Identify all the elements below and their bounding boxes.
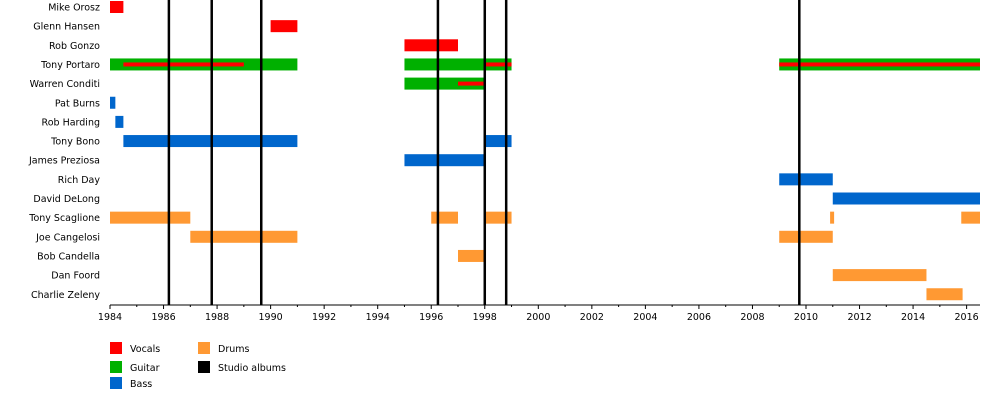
legend-label-studio-albums: Studio albums	[218, 363, 286, 374]
x-tick-label-1988: 1988	[205, 312, 229, 323]
bar-tony-scaglione-drums	[431, 211, 458, 224]
legend-swatch-drums	[198, 342, 210, 354]
bar-warren-conditi-vocals-overlay	[458, 81, 485, 86]
bar-rob-gonzo-vocals	[404, 39, 458, 52]
legend-swatch-guitar	[110, 361, 122, 373]
bar-tony-scaglione-drums	[830, 211, 835, 224]
legend-swatch-studio-albums	[198, 361, 210, 373]
bar-tony-portaro-guitar	[404, 58, 512, 71]
member-label-dan-foord: Dan Foord	[51, 271, 100, 282]
legend-label-bass: Bass	[130, 379, 152, 390]
member-label-bob-candella: Bob Candella	[37, 251, 100, 262]
legend-swatch-vocals	[110, 342, 122, 354]
bar-rob-harding-bass	[115, 115, 124, 128]
x-tick-label-2010: 2010	[794, 312, 818, 323]
member-bars	[110, 1, 980, 301]
legend: Vocals Guitar Bass Drums Studio albums	[110, 342, 286, 390]
x-tick-label-1998: 1998	[473, 312, 497, 323]
member-label-james-preziosa: James Preziosa	[28, 156, 100, 167]
member-label-tony-scaglione: Tony Scaglione	[28, 213, 100, 224]
x-tick-label-2016: 2016	[955, 312, 979, 323]
member-label-rich-day: Rich Day	[58, 175, 101, 186]
bar-mike-orosz-vocals	[110, 1, 124, 13]
member-label-tony-bono: Tony Bono	[50, 137, 100, 148]
bar-tony-portaro-vocals-overlay	[123, 62, 244, 67]
bar-tony-portaro-vocals-overlay	[779, 62, 980, 67]
legend-label-guitar: Guitar	[130, 363, 160, 374]
member-labels: Mike Orosz Glenn Hansen Rob Gonzo Tony Port…	[28, 3, 100, 301]
x-tick-label-1984: 1984	[98, 312, 122, 323]
x-tick-label-2006: 2006	[687, 312, 711, 323]
member-label-mike-orosz: Mike Orosz	[48, 3, 100, 14]
member-label-pat-burns: Pat Burns	[55, 98, 100, 109]
x-tick-label-1994: 1994	[366, 312, 390, 323]
x-tick-label-2002: 2002	[580, 312, 604, 323]
legend-label-vocals: Vocals	[130, 344, 160, 355]
x-tick-label-2014: 2014	[901, 312, 925, 323]
x-tick-label-1990: 1990	[259, 312, 283, 323]
bar-bob-candella-drums	[458, 249, 485, 262]
bar-rich-day-bass	[779, 173, 833, 186]
x-tick-label-1996: 1996	[419, 312, 443, 323]
x-tick-label-1986: 1986	[151, 312, 175, 323]
x-tick-label-1992: 1992	[312, 312, 336, 323]
member-label-rob-harding: Rob Harding	[42, 117, 100, 128]
bar-tony-portaro-vocals-overlay	[484, 62, 512, 67]
member-label-tony-portaro: Tony Portaro	[40, 60, 100, 71]
bar-pat-burns-bass	[110, 96, 116, 109]
legend-label-drums: Drums	[218, 344, 249, 355]
member-label-joe-cangelosi: Joe Cangelosi	[35, 232, 100, 243]
member-label-glenn-hansen: Glenn Hansen	[33, 22, 100, 33]
bar-tony-bono-bass	[484, 135, 512, 148]
x-tick-label-2004: 2004	[633, 312, 657, 323]
studio-album-lines	[167, 0, 801, 305]
bar-glenn-hansen-vocals	[270, 20, 298, 33]
bar-james-preziosa-bass	[404, 154, 485, 167]
bar-dan-foord-drums	[832, 269, 927, 282]
bar-david-delong-bass	[832, 192, 980, 205]
x-axis: 1984 1986 1988 1990 1992 1994 1996 1998 2000 2002…	[98, 304, 980, 323]
x-tick-label-2012: 2012	[847, 312, 871, 323]
member-label-warren-conditi: Warren Conditi	[30, 79, 100, 90]
bar-tony-scaglione-drums	[484, 211, 512, 224]
x-tick-label-2008: 2008	[740, 312, 764, 323]
bar-joe-cangelosi-drums	[779, 230, 833, 243]
member-label-charlie-zeleny: Charlie Zeleny	[31, 290, 100, 301]
x-tick-label-2000: 2000	[526, 312, 550, 323]
bar-warren-conditi-guitar	[404, 77, 485, 90]
member-label-rob-gonzo: Rob Gonzo	[49, 41, 100, 52]
bar-charlie-zeleny-drums	[926, 288, 963, 301]
legend-swatch-bass	[110, 377, 122, 389]
bar-tony-bono-bass	[123, 135, 298, 148]
bar-joe-cangelosi-drums	[190, 230, 298, 243]
bar-tony-scaglione-drums	[961, 211, 980, 224]
bar-tony-scaglione-drums	[110, 211, 191, 224]
member-label-david-delong: David DeLong	[33, 194, 100, 205]
